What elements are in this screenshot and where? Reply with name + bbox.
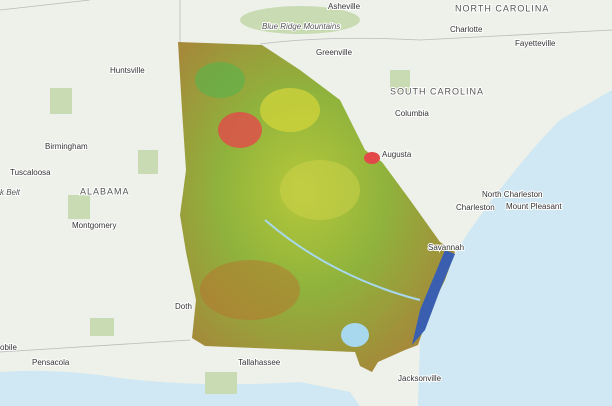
place-label: Birmingham — [45, 142, 88, 151]
patch — [364, 152, 380, 164]
state-label: NORTH CAROLINA — [455, 3, 549, 13]
borders — [0, 0, 612, 353]
parks — [50, 6, 410, 394]
place-label: Fayetteville — [515, 39, 556, 48]
gulf-of-mexico — [0, 370, 360, 406]
park — [205, 372, 237, 394]
place-label: k Belt — [0, 188, 21, 197]
park — [50, 88, 72, 114]
park — [390, 70, 410, 92]
patch — [280, 160, 360, 220]
place-label: Doth — [175, 302, 192, 311]
place-label: Charleston — [456, 203, 495, 212]
place-label: Greenville — [316, 48, 353, 57]
patch — [200, 260, 300, 320]
place-label: Mount Pleasant — [506, 202, 562, 211]
layer-patches — [195, 62, 455, 347]
park — [90, 318, 114, 336]
place-label: Tuscaloosa — [10, 168, 51, 177]
place-label: Blue Ridge Mountains — [262, 22, 340, 31]
river — [264, 219, 421, 301]
labels: Asheville NORTH CAROLINA Charlotte Fayet… — [0, 1, 563, 384]
patch — [341, 323, 369, 347]
state-label: ALABAMA — [80, 186, 130, 196]
place-label: Tallahassee — [238, 358, 281, 367]
border — [0, 0, 91, 11]
place-label: obile — [0, 343, 17, 352]
border — [259, 29, 612, 45]
patch — [218, 112, 262, 148]
place-label: Asheville — [328, 2, 361, 11]
patch — [260, 88, 320, 132]
border — [0, 339, 191, 353]
patch — [195, 62, 245, 98]
park — [138, 150, 158, 174]
place-label: Montgomery — [72, 221, 116, 230]
place-label: Columbia — [395, 109, 429, 118]
place-label: Huntsville — [110, 66, 145, 75]
place-label: Augusta — [382, 150, 412, 159]
atlantic-ocean — [418, 90, 612, 406]
mountains — [240, 6, 360, 34]
place-label: Jacksonville — [398, 374, 442, 383]
place-label: Charlotte — [450, 25, 483, 34]
patch — [412, 250, 455, 345]
state-label: SOUTH CAROLINA — [390, 86, 484, 96]
place-label: Savannah — [428, 243, 464, 252]
place-label: North Charleston — [482, 190, 542, 199]
place-label: Pensacola — [32, 358, 70, 367]
park — [68, 195, 90, 219]
